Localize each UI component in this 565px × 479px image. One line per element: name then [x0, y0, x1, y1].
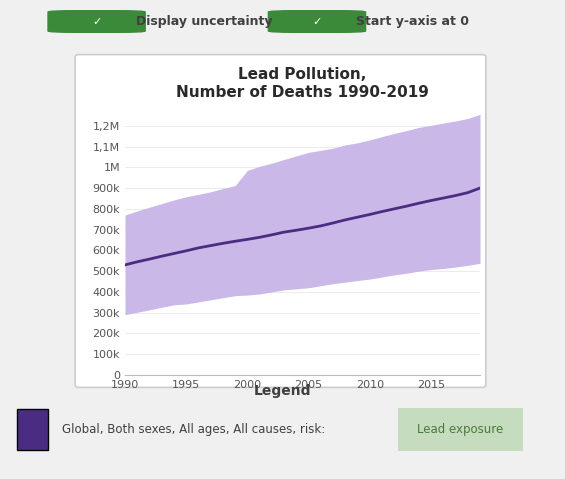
Title: Lead Pollution,
Number of Deaths 1990-2019: Lead Pollution, Number of Deaths 1990-20…	[176, 67, 429, 100]
FancyBboxPatch shape	[48, 11, 145, 32]
FancyBboxPatch shape	[268, 11, 366, 32]
Text: ✓: ✓	[92, 16, 101, 26]
Text: Display uncertainty: Display uncertainty	[136, 15, 272, 28]
Text: ✓: ✓	[312, 16, 321, 26]
FancyBboxPatch shape	[398, 408, 523, 451]
FancyBboxPatch shape	[17, 409, 48, 450]
Text: Global, Both sexes, All ages, All causes, risk:: Global, Both sexes, All ages, All causes…	[62, 423, 329, 436]
Text: Legend: Legend	[254, 384, 311, 398]
Text: Start y-axis at 0: Start y-axis at 0	[356, 15, 469, 28]
Text: Lead exposure: Lead exposure	[418, 423, 503, 436]
